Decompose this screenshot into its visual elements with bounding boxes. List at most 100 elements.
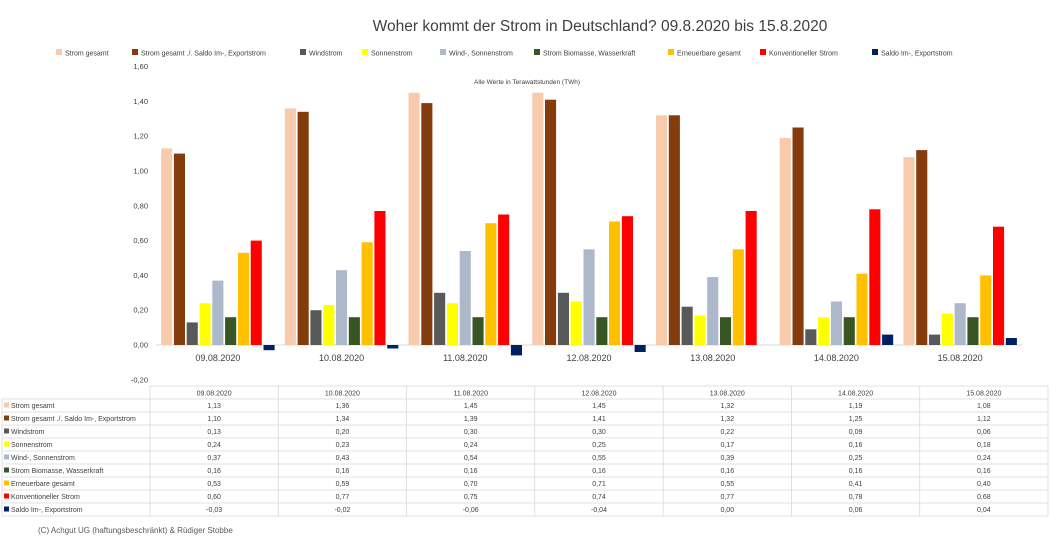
bar [818, 317, 830, 345]
table-cell: 0,17 [720, 442, 734, 449]
legend-label: Konventioneller Strom [769, 51, 838, 58]
table-cell: 0,74 [592, 494, 606, 501]
bar [446, 303, 458, 345]
bar [1005, 338, 1017, 345]
table-cell: 0,24 [464, 442, 478, 449]
legend-item: Wind-, Sonnenstrom [440, 49, 513, 58]
bar [609, 221, 621, 345]
table-cell: 0,06 [977, 429, 991, 436]
bar [199, 303, 211, 345]
bar [510, 345, 522, 356]
legend-label: Erneuerbare gesamt [677, 51, 741, 58]
legend-item: Strom Biomasse, Wasserkraft [534, 49, 635, 58]
table-cell: 0,16 [464, 468, 478, 475]
bar [498, 214, 510, 345]
table-cell: 0,37 [207, 455, 221, 462]
table-cell: 1,32 [720, 416, 734, 423]
bar [583, 249, 595, 345]
bar [903, 157, 915, 345]
bar [967, 317, 979, 345]
bar [557, 292, 569, 345]
table-cell: 0,23 [336, 442, 350, 449]
legend-item: Erneuerbare gesamt [668, 49, 741, 58]
table-row-label: Windstrom [11, 429, 45, 436]
table-row-label: Wind-, Sonnenstrom [11, 455, 75, 462]
y-tick-label: -0,20 [131, 375, 148, 384]
table-row-label: Saldo Im-, Exportstrom [11, 507, 83, 514]
legend-swatch [300, 49, 306, 55]
bar [830, 301, 842, 345]
legend-label: Sonnenstrom [371, 51, 413, 58]
bar [732, 249, 744, 345]
table-cell: 0,55 [720, 481, 734, 488]
table-row: Strom Biomasse, Wasserkraft 0,16 0,16 0,16 0… [4, 467, 991, 475]
legend-swatch [440, 49, 446, 55]
bar [250, 240, 262, 345]
bar [634, 345, 646, 352]
legend-item: Sonnenstrom [362, 49, 413, 58]
bar [720, 317, 732, 345]
table-cell: 0,71 [592, 481, 606, 488]
table-cell: 0,24 [977, 455, 991, 462]
bar [707, 277, 719, 345]
bar [225, 317, 237, 345]
table-cell: 0,55 [592, 455, 606, 462]
plot-area: 09.08.2020 10.08.2020 11.08.2020 12.08.2020… [156, 92, 1022, 363]
legend-label: Saldo Im-, Exportstrom [881, 51, 953, 58]
bar [186, 322, 198, 345]
bar [656, 115, 668, 345]
x-tick-label: 12.08.2020 [566, 353, 611, 363]
legend-item: Strom gesamt [56, 49, 109, 58]
legend-swatch [534, 49, 540, 55]
bar [668, 115, 680, 345]
x-tick-label: 09.08.2020 [195, 353, 240, 363]
bar [545, 99, 557, 345]
table-cell: 1,45 [592, 403, 606, 410]
table-cell: 0,18 [977, 442, 991, 449]
table-cell: 0,54 [464, 455, 478, 462]
legend-item: Windstrom [300, 49, 343, 58]
table-cell: 0,78 [849, 494, 863, 501]
bar [954, 303, 966, 345]
table-row-label: Konventioneller Strom [11, 494, 80, 501]
table-cell: 1,45 [464, 403, 478, 410]
table-cell: 0,43 [336, 455, 350, 462]
data-table: 09.08.2020 10.08.2020 11.08.2020 12.08.2020… [1, 385, 1049, 517]
table-cell: 0,16 [207, 468, 221, 475]
bar [310, 310, 322, 345]
table-cell: 0,22 [720, 429, 734, 436]
table-cell: 0,16 [849, 442, 863, 449]
table-row: Strom gesamt ./. Saldo Im-, Exportstrom 1… [4, 415, 991, 423]
table-cell: 0,13 [207, 429, 221, 436]
table-cell: 0,30 [592, 429, 606, 436]
table-cell: 0,16 [977, 468, 991, 475]
bar [408, 92, 420, 345]
bar [173, 153, 185, 345]
y-tick-label: 1,20 [133, 132, 148, 141]
table-cell: 0,70 [464, 481, 478, 488]
bar [993, 226, 1005, 345]
table-header-cell: 09.08.2020 [197, 391, 232, 398]
table-header-cell: 15.08.2020 [966, 391, 1001, 398]
legend-swatch [362, 49, 368, 55]
legend-label: Strom gesamt ./. Saldo Im-, Exportstrom [141, 51, 266, 58]
table-row-label: Erneuerbare gesamt [11, 481, 75, 488]
bar [570, 301, 582, 345]
table-cell: 0,59 [336, 481, 350, 488]
bar [161, 148, 173, 345]
y-tick-label: 0,20 [133, 306, 148, 315]
bar [694, 315, 706, 345]
table-row-swatch [4, 402, 9, 408]
table-cell: 0,24 [207, 442, 221, 449]
y-tick-label: 0,60 [133, 236, 148, 245]
table-row-swatch [4, 480, 9, 486]
table-cell: 1,19 [849, 403, 863, 410]
legend-swatch [872, 49, 878, 55]
table-cell: 1,36 [336, 403, 350, 410]
bar [297, 111, 309, 345]
bar [941, 313, 953, 345]
x-tick-label: 15.08.2020 [938, 353, 983, 363]
table-header-cell: 14.08.2020 [838, 391, 873, 398]
table-cell: 1,08 [977, 403, 991, 410]
bar [421, 103, 433, 345]
